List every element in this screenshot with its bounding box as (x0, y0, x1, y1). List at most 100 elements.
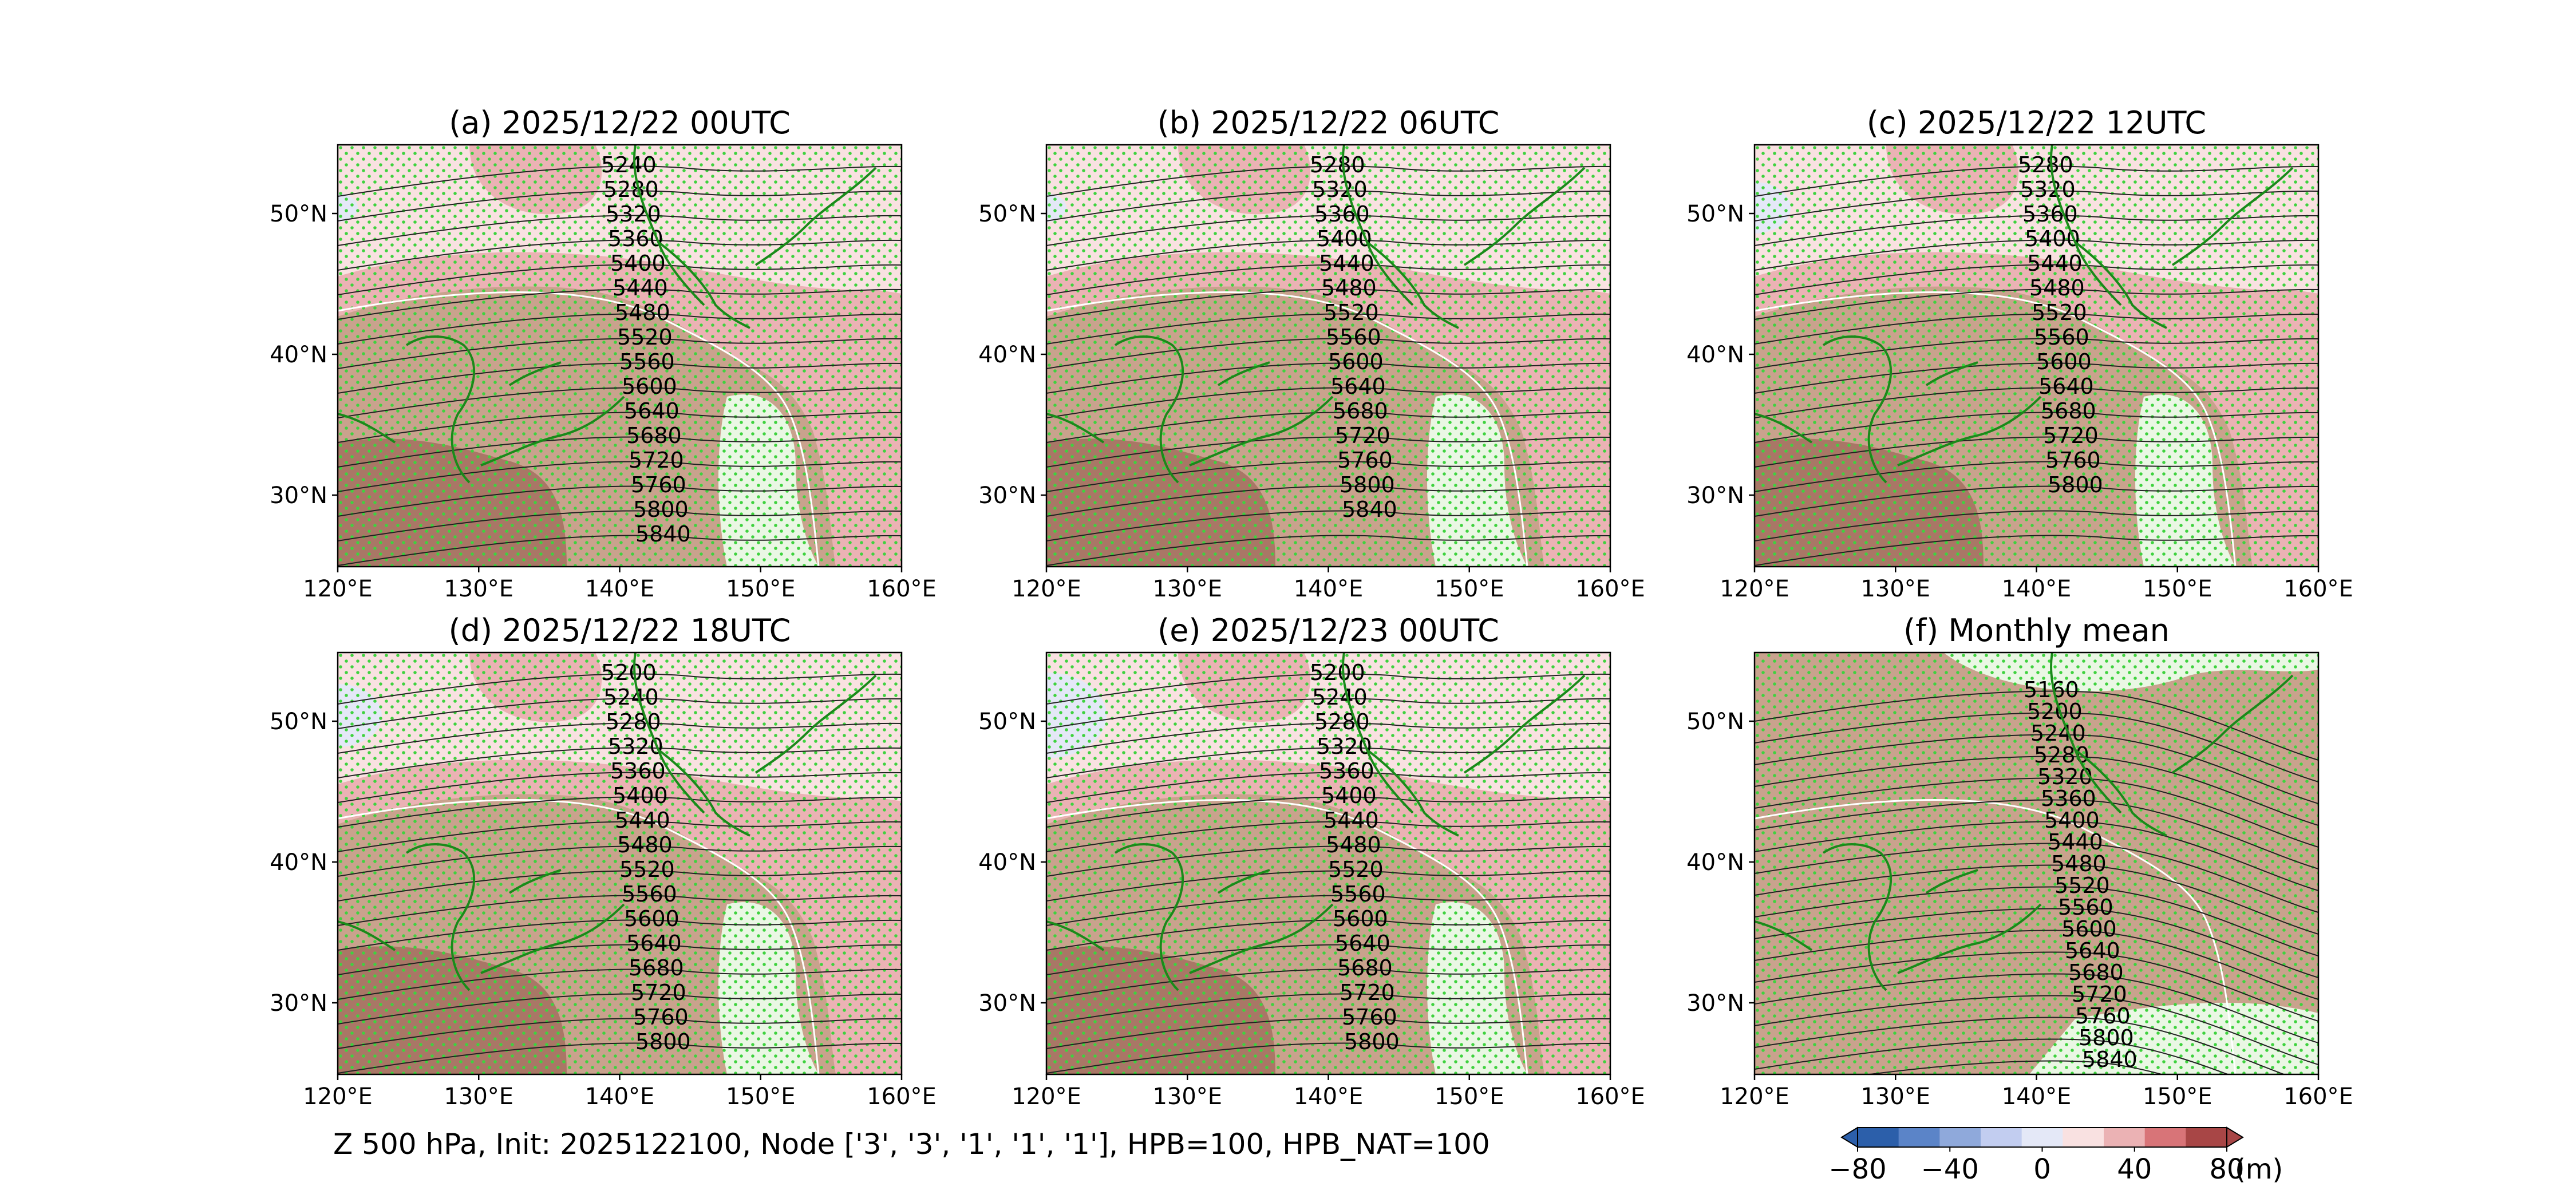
contour-label: 5560 (619, 349, 675, 374)
panel-title: (d) 2025/12/22 18UTC (449, 612, 791, 649)
height-contour (1046, 190, 1610, 222)
coastline (1755, 413, 1813, 444)
height-contour (338, 747, 902, 778)
height-contour (338, 673, 902, 705)
coastline (1342, 145, 1414, 306)
zero-contour (338, 799, 820, 1074)
coastline (657, 241, 750, 329)
height-contour (1755, 239, 2318, 271)
contour-label: 5240 (603, 685, 659, 710)
lon-tick-label: 150°E (2143, 576, 2212, 602)
contour-label: 5440 (615, 808, 670, 833)
lon-tick-label: 130°E (1152, 1084, 1222, 1110)
coastline (1822, 335, 1893, 484)
coastline (405, 335, 476, 484)
height-contour (1755, 165, 2318, 197)
coastline (1342, 653, 1414, 814)
height-contour (1046, 845, 1610, 877)
contour-label: 5720 (2072, 982, 2127, 1007)
colorbar-segment (2104, 1128, 2146, 1147)
height-contour (1755, 485, 2318, 517)
contour-label: 5480 (615, 300, 670, 325)
panel-title: (e) 2025/12/23 00UTC (1157, 612, 1499, 649)
height-contour (1755, 190, 2318, 222)
map-area: 5160520052405280532053605400544054805520… (1755, 653, 2318, 1074)
lon-tick-label: 130°E (1860, 576, 1930, 602)
contour-label: 5520 (2032, 300, 2087, 325)
lon-tick-label: 130°E (1152, 576, 1222, 602)
coastline (2171, 167, 2294, 266)
lat-tick-label: 30°N (270, 483, 327, 509)
map-panel: (a) 2025/12/22 00UTC 52405280532053605400… (270, 105, 937, 602)
lon-tick-label: 160°E (1575, 1084, 1645, 1110)
contour-label: 5280 (2018, 152, 2073, 177)
contour-label: 5320 (1317, 734, 1372, 759)
height-contour (338, 313, 902, 345)
coastline (1114, 843, 1184, 991)
height-contour (338, 993, 902, 1025)
lon-tick-label: 150°E (726, 1084, 796, 1110)
colorbar-tick-label: −80 (1828, 1153, 1886, 1185)
map-panel: (d) 2025/12/22 18UTC 52005240528053205360… (270, 612, 937, 1110)
height-contour (1755, 288, 2318, 320)
height-contour (1046, 722, 1610, 754)
coastline (508, 361, 562, 386)
zero-contour (338, 291, 820, 567)
map-area: 5200524052805320536054005440548055205560… (338, 653, 902, 1074)
coastline (480, 903, 625, 974)
contour-label: 5560 (622, 881, 677, 907)
lon-tick-label: 150°E (2143, 1084, 2212, 1110)
contour-label: 5800 (635, 1029, 691, 1054)
contour-label: 5360 (1314, 201, 1370, 227)
map-area: 5200524052805320536054005440548055205560… (1046, 653, 1610, 1074)
lon-tick-label: 160°E (867, 1084, 937, 1110)
lon-tick-label: 130°E (444, 1084, 513, 1110)
height-contour (338, 845, 902, 877)
contour-label: 5400 (1317, 226, 1372, 251)
contour-label: 5360 (1319, 758, 1374, 784)
lat-tick-label: 30°N (978, 483, 1036, 509)
height-contour (1046, 313, 1610, 345)
lat-tick-label: 50°N (1686, 709, 1744, 735)
contour-label: 5400 (2044, 808, 2100, 833)
height-contour (1755, 951, 2318, 1022)
contour-label: 5240 (601, 152, 657, 177)
lat-tick-label: 30°N (978, 990, 1036, 1017)
contour-label: 5640 (1330, 374, 1386, 399)
height-contour (1755, 930, 2318, 1000)
colorbar-unit: (m) (2235, 1153, 2283, 1185)
contour-label: 5240 (1312, 685, 1368, 710)
coastline (754, 674, 877, 774)
contour-label: 5760 (631, 472, 686, 497)
height-contour (1046, 796, 1610, 828)
contour-label: 5280 (1310, 152, 1365, 177)
contour-label: 5520 (1328, 857, 1384, 882)
height-contour (1755, 1038, 2230, 1074)
contour-label: 5680 (2041, 398, 2096, 424)
contour-label: 5360 (2022, 201, 2078, 227)
lat-tick-label: 30°N (270, 990, 327, 1017)
lat-tick-label: 30°N (1686, 990, 1744, 1017)
figure-caption: Z 500 hPa, Init: 2025122100, Node ['3', … (333, 1128, 1490, 1161)
contour-label: 5480 (617, 832, 673, 857)
colorbar-tick-label: −40 (1921, 1153, 1979, 1185)
height-contour (1755, 843, 2318, 913)
height-contour (338, 870, 902, 902)
coastline (1217, 361, 1270, 386)
contour-label: 5720 (2043, 423, 2099, 448)
contour-label: 5400 (613, 783, 668, 808)
coastline (2074, 241, 2167, 329)
contour-label: 5720 (1340, 980, 1395, 1005)
lon-tick-label: 120°E (303, 1084, 373, 1110)
height-contour (1046, 673, 1610, 705)
lat-tick-label: 40°N (270, 849, 327, 876)
coastline (1897, 396, 2042, 466)
height-contour (1046, 215, 1610, 246)
contour-label: 5520 (619, 857, 675, 882)
height-contour (338, 362, 902, 394)
contour-label: 5320 (2020, 177, 2076, 202)
contour-label: 5240 (2030, 721, 2086, 746)
height-contour (338, 239, 902, 271)
lon-tick-label: 140°E (2002, 1084, 2072, 1110)
height-contour (1046, 698, 1610, 729)
